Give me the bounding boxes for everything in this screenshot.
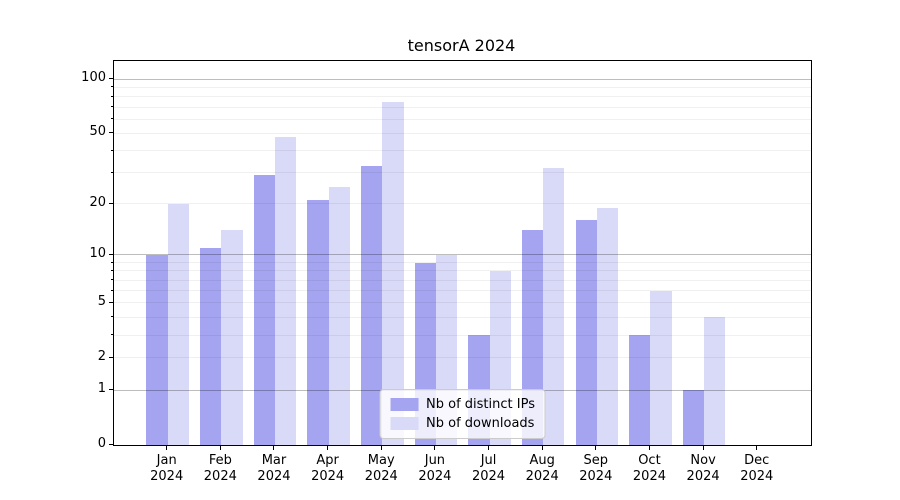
bar-ips-apr [307, 200, 329, 445]
x-tick-mark [648, 445, 650, 450]
gridline-minor [114, 118, 811, 120]
y-minor-tick-mark [110, 86, 113, 88]
y-minor-tick-mark [110, 301, 113, 303]
x-tick-mark [488, 445, 490, 450]
gridline-minor [114, 132, 811, 134]
gridline-minor [114, 106, 811, 108]
x-tick-label-aug: Aug 2024 [525, 453, 559, 484]
bar-downloads-feb [221, 230, 243, 445]
x-tick-label-jun: Jun 2024 [418, 453, 452, 484]
x-tick-label-may: May 2024 [364, 453, 398, 484]
x-tick-mark [219, 445, 221, 450]
legend-item-downloads: Nb of downloads [390, 414, 535, 433]
x-tick-mark [273, 445, 275, 450]
y-minor-tick-mark [110, 316, 113, 318]
legend-item-distinct-ips: Nb of distinct IPs [390, 395, 535, 414]
x-tick-label-dec: Dec 2024 [740, 453, 774, 484]
bar-downloads-sep [596, 207, 619, 445]
y-tick-label-20: 20 [89, 194, 106, 210]
gridline-minor [114, 150, 811, 152]
x-tick-label-mar: Mar 2024 [257, 453, 291, 484]
plot-area: Nb of distinct IPs Nb of downloads [113, 60, 812, 446]
y-tick-mark [108, 253, 113, 255]
y-minor-tick-mark [110, 269, 113, 271]
x-tick-label-nov: Nov 2024 [686, 453, 720, 484]
x-tick-mark [702, 445, 704, 450]
bar-ips-jan [146, 254, 168, 445]
gridline-major [114, 78, 811, 80]
gridline-minor [114, 203, 811, 205]
y-minor-tick-mark [110, 289, 113, 291]
y-tick-label-0: 0 [97, 436, 106, 451]
gridline-minor [114, 96, 811, 98]
y-tick-mark [108, 78, 113, 80]
x-tick-mark [166, 445, 168, 450]
bar-downloads-mar [274, 136, 297, 445]
bar-ips-may [360, 165, 383, 445]
x-tick-label-apr: Apr 2024 [311, 453, 345, 484]
bar-downloads-aug [543, 167, 565, 445]
y-tick-label-10: 10 [89, 245, 106, 261]
chart-title: tensorA 2024 [407, 36, 516, 55]
bar-downloads-nov [704, 317, 726, 445]
y-minor-tick-mark [110, 118, 113, 120]
legend: Nb of distinct IPs Nb of downloads [379, 389, 546, 439]
y-tick-label-2: 2 [97, 348, 106, 364]
bar-ips-sep [575, 220, 597, 445]
y-minor-tick-mark [110, 106, 113, 108]
y-minor-tick-mark [110, 356, 113, 358]
x-tick-mark [756, 445, 758, 450]
x-tick-mark [380, 445, 382, 450]
y-minor-tick-mark [110, 171, 113, 173]
x-tick-mark [434, 445, 436, 450]
x-tick-label-sep: Sep 2024 [579, 453, 613, 484]
y-minor-tick-mark [110, 279, 113, 281]
x-tick-label-feb: Feb 2024 [203, 453, 237, 484]
bar-ips-oct [629, 335, 651, 445]
y-minor-tick-mark [110, 149, 113, 151]
y-tick-mark [108, 389, 113, 391]
bar-ips-nov [682, 390, 705, 445]
y-minor-tick-mark [110, 202, 113, 204]
x-tick-label-jan: Jan 2024 [150, 453, 184, 484]
legend-label-downloads: Nb of downloads [426, 416, 535, 431]
bar-downloads-jan [167, 203, 189, 445]
y-tick-label-1: 1 [97, 381, 106, 397]
y-tick-label-5: 5 [97, 293, 106, 309]
bar-downloads-oct [650, 290, 672, 445]
y-tick-label-50: 50 [89, 124, 106, 140]
x-tick-label-oct: Oct 2024 [632, 453, 666, 484]
y-tick-mark [108, 443, 113, 445]
x-tick-mark [327, 445, 329, 450]
y-tick-label-100: 100 [81, 70, 106, 86]
x-tick-mark [541, 445, 543, 450]
legend-swatch-distinct-ips [390, 398, 419, 411]
gridline-minor [114, 172, 811, 174]
bar-downloads-may [382, 101, 404, 445]
y-minor-tick-mark [110, 95, 113, 97]
legend-label-distinct-ips: Nb of distinct IPs [426, 397, 535, 412]
x-tick-mark [595, 445, 597, 450]
y-minor-tick-mark [110, 261, 113, 263]
gridline-minor [114, 86, 811, 88]
bar-ips-feb [200, 248, 222, 445]
y-minor-tick-mark [110, 334, 113, 336]
legend-swatch-downloads [390, 417, 419, 430]
bar-downloads-apr [328, 186, 350, 445]
bar-ips-mar [253, 175, 275, 445]
y-minor-tick-mark [110, 132, 113, 134]
x-tick-label-jul: Jul 2024 [471, 453, 506, 484]
